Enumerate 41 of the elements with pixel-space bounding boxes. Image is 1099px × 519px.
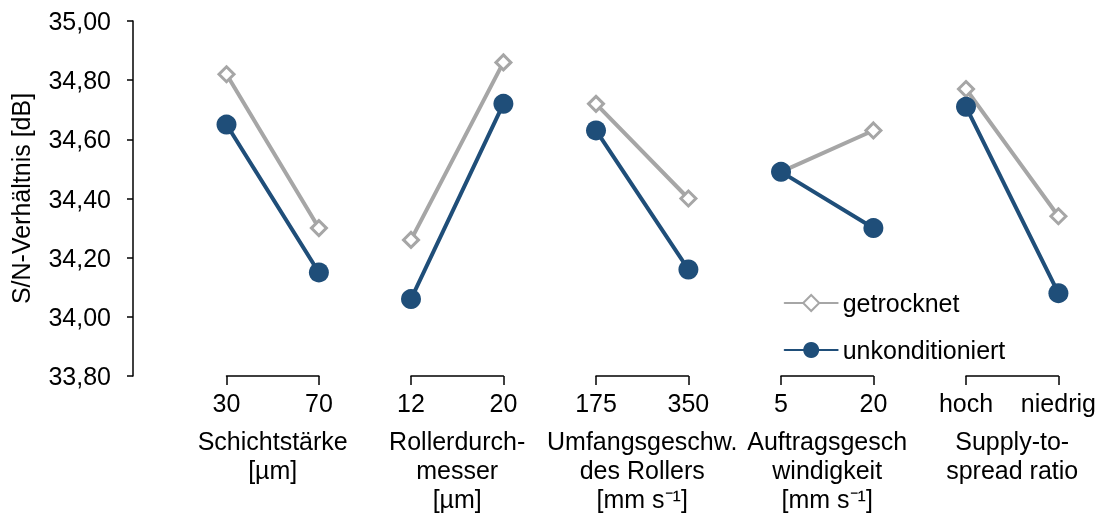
point [956,80,975,99]
point [216,114,237,135]
point [308,262,329,283]
point [217,65,236,84]
x-axis-title: Schichtstärke [µm] [197,426,348,484]
point [586,120,607,141]
point [494,53,513,72]
y-tick-label: 33,80 [48,362,111,390]
x-tick-label: 5 [773,388,788,417]
y-tick-label: 34,00 [48,302,111,331]
point [679,189,698,208]
legend-label: getrocknet [842,289,960,317]
x-axis-title: Umfangsgeschw. des Rollers [mm s⁻¹] [547,426,738,513]
y-tick-label: 34,60 [48,125,111,154]
y-tick-label: 34,20 [48,243,111,272]
y-tick-label: 35,00 [48,7,111,35]
x-axis-title: Auftragsgesch windigkeit [mm s⁻¹] [747,426,907,513]
x-tick-label: 175 [575,388,617,417]
x-tick-label: 350 [667,388,710,417]
x-tick-label: hoch [938,388,993,417]
x-tick-label: 12 [397,388,426,417]
y-tick-label: 34,80 [48,66,111,95]
x-tick-label: 70 [304,388,333,417]
point [678,259,699,280]
x-tick-label: 20 [859,388,888,417]
point [1049,207,1068,226]
point [309,219,328,238]
point [587,94,606,113]
point [402,230,421,249]
y-axis-title: S/N-Verhältnis [dB] [6,92,35,305]
point [1048,283,1069,304]
point [493,93,514,114]
x-tick-label: 30 [212,388,241,417]
legend-label: unkonditioniert [842,336,1006,364]
point [955,96,976,117]
x-axis-title: Rollerdurch- messer [µm] [389,426,526,513]
point [401,289,422,310]
y-tick-label: 34,40 [48,184,111,213]
x-axis-title: Supply-to- spread ratio [945,426,1078,484]
x-tick-label: 20 [489,388,518,417]
x-tick-label: niedrig [1020,388,1096,417]
